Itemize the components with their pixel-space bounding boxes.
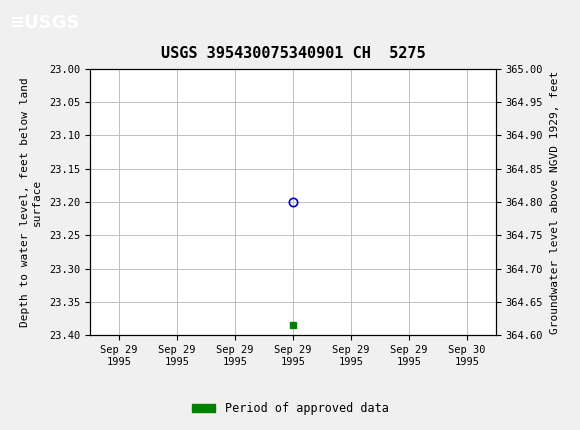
Legend: Period of approved data: Period of approved data xyxy=(187,397,393,420)
Y-axis label: Depth to water level, feet below land
surface: Depth to water level, feet below land su… xyxy=(20,77,42,327)
Y-axis label: Groundwater level above NGVD 1929, feet: Groundwater level above NGVD 1929, feet xyxy=(550,71,560,334)
Text: ≡USGS: ≡USGS xyxy=(9,14,79,31)
Title: USGS 395430075340901 CH  5275: USGS 395430075340901 CH 5275 xyxy=(161,46,425,61)
